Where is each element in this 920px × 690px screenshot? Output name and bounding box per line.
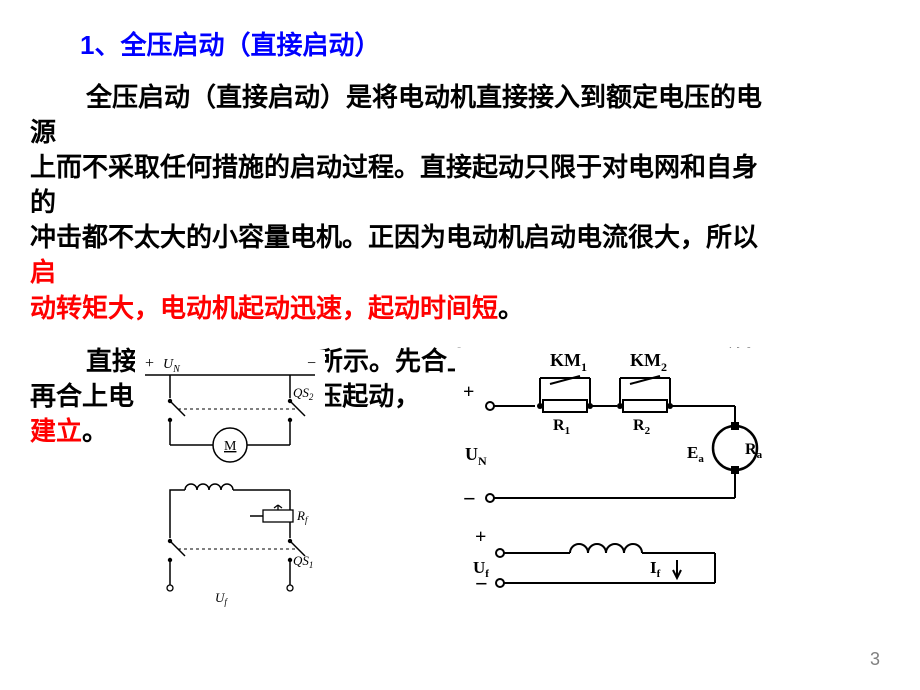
label-un-right: UN <box>465 444 487 468</box>
p2-a: 直接 <box>86 346 138 376</box>
p1-red: 动转矩大，电动机起动迅速，起动时间短 <box>30 293 498 323</box>
slide: 1、全压启动（直接启动） 全压启动（直接启动）是将电动机直接接入到额定电压的电 … <box>0 0 920 690</box>
label-r2: R2 <box>633 417 651 437</box>
label-if: If <box>650 558 661 580</box>
svg-text:+: + <box>145 355 154 372</box>
label-uf-left: Uf <box>215 590 228 607</box>
circuit-diagram-left: + UN − QS2 <box>135 350 325 610</box>
p2-d: 再合上电 <box>30 381 134 411</box>
label-m: M <box>224 439 237 454</box>
p1-l2b: 的 <box>30 187 56 217</box>
label-r1: R1 <box>553 417 570 437</box>
p2-h: 。 <box>82 416 108 446</box>
svg-text:+: + <box>463 381 474 403</box>
label-km2: KM2 <box>630 350 667 374</box>
label-ea: Ea <box>687 443 704 465</box>
page-number: 3 <box>870 649 880 670</box>
p1-l1: 全压启动（直接启动）是将电动机直接接入到额定电压的电 <box>86 82 762 112</box>
svg-text:+: + <box>475 526 486 548</box>
p1-period: 。 <box>498 293 524 323</box>
label-qs2: QS2 <box>293 385 314 402</box>
p2-g: 建立 <box>30 416 82 446</box>
circuit-diagram-right: KM1 KM2 + <box>455 348 805 598</box>
svg-text:−: − <box>307 355 316 372</box>
label-uf-right: Uf <box>473 558 489 580</box>
label-rf: Rf <box>296 508 309 525</box>
p1-l1b: 源 <box>30 117 56 147</box>
paragraph-1: 全压启动（直接启动）是将电动机直接接入到额定电压的电 源 上而不采取任何措施的启… <box>30 80 890 326</box>
label-un: UN <box>163 357 181 375</box>
p2-b: 4所示。先合上 <box>302 346 472 376</box>
p1-l3: 冲击都不太大的小容量电机。正因为电动机启动电流很大，所以 <box>30 222 758 252</box>
p1-l2: 上而不采取任何措施的启动过程。直接起动只限于对电网和自身 <box>30 152 758 182</box>
section-heading: 1、全压启动（直接启动） <box>80 25 890 62</box>
svg-text:−: − <box>463 486 476 511</box>
label-qs1: QS1 <box>293 553 313 570</box>
label-km1: KM1 <box>550 350 587 374</box>
p1-l3b: 启 <box>30 257 56 287</box>
